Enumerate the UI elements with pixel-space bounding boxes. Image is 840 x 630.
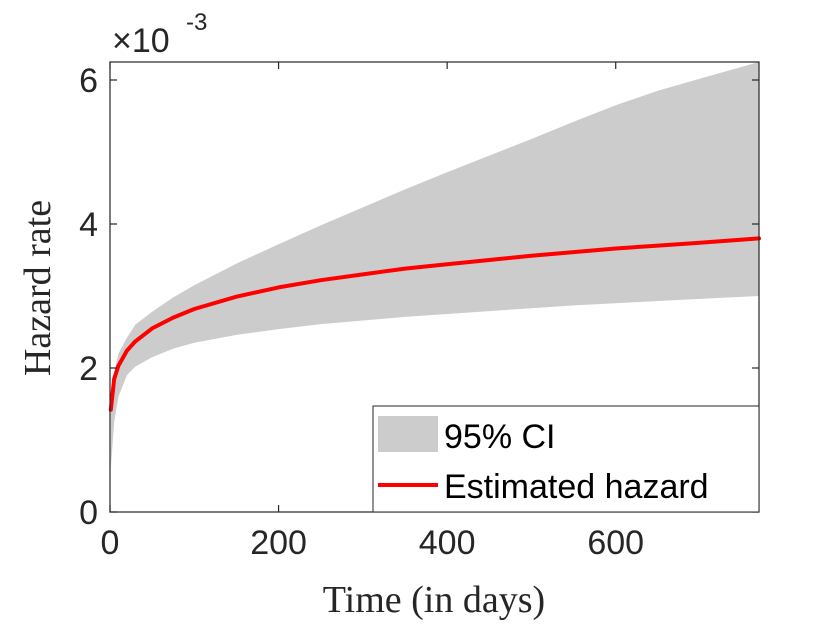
estimated-hazard-line — [108, 236, 761, 412]
y-tick-label: 6 — [79, 62, 98, 100]
x-tick-label: 200 — [250, 524, 307, 562]
x-tick-label: 400 — [419, 524, 476, 562]
tick-labels: 0 2 4 6 0 200 400 600 — [79, 62, 644, 562]
y-scale-multiplier: ×10 — [112, 22, 170, 60]
y-axis-title: Hazard rate — [17, 200, 59, 376]
legend-ci-swatch — [378, 416, 438, 452]
y-tick-label: 0 — [79, 494, 98, 532]
legend-hazard-label: Estimated hazard — [444, 468, 709, 506]
legend-ci-label: 95% CI — [444, 418, 556, 456]
x-tick-label: 0 — [101, 524, 120, 562]
y-tick-label: 4 — [79, 206, 98, 244]
y-tick-label: 2 — [79, 350, 98, 388]
x-axis-title: Time (in days) — [323, 579, 545, 621]
y-scale-exponent: -3 — [186, 9, 207, 36]
legend: 95% CI Estimated hazard — [372, 405, 760, 513]
x-tick-label: 600 — [587, 524, 644, 562]
